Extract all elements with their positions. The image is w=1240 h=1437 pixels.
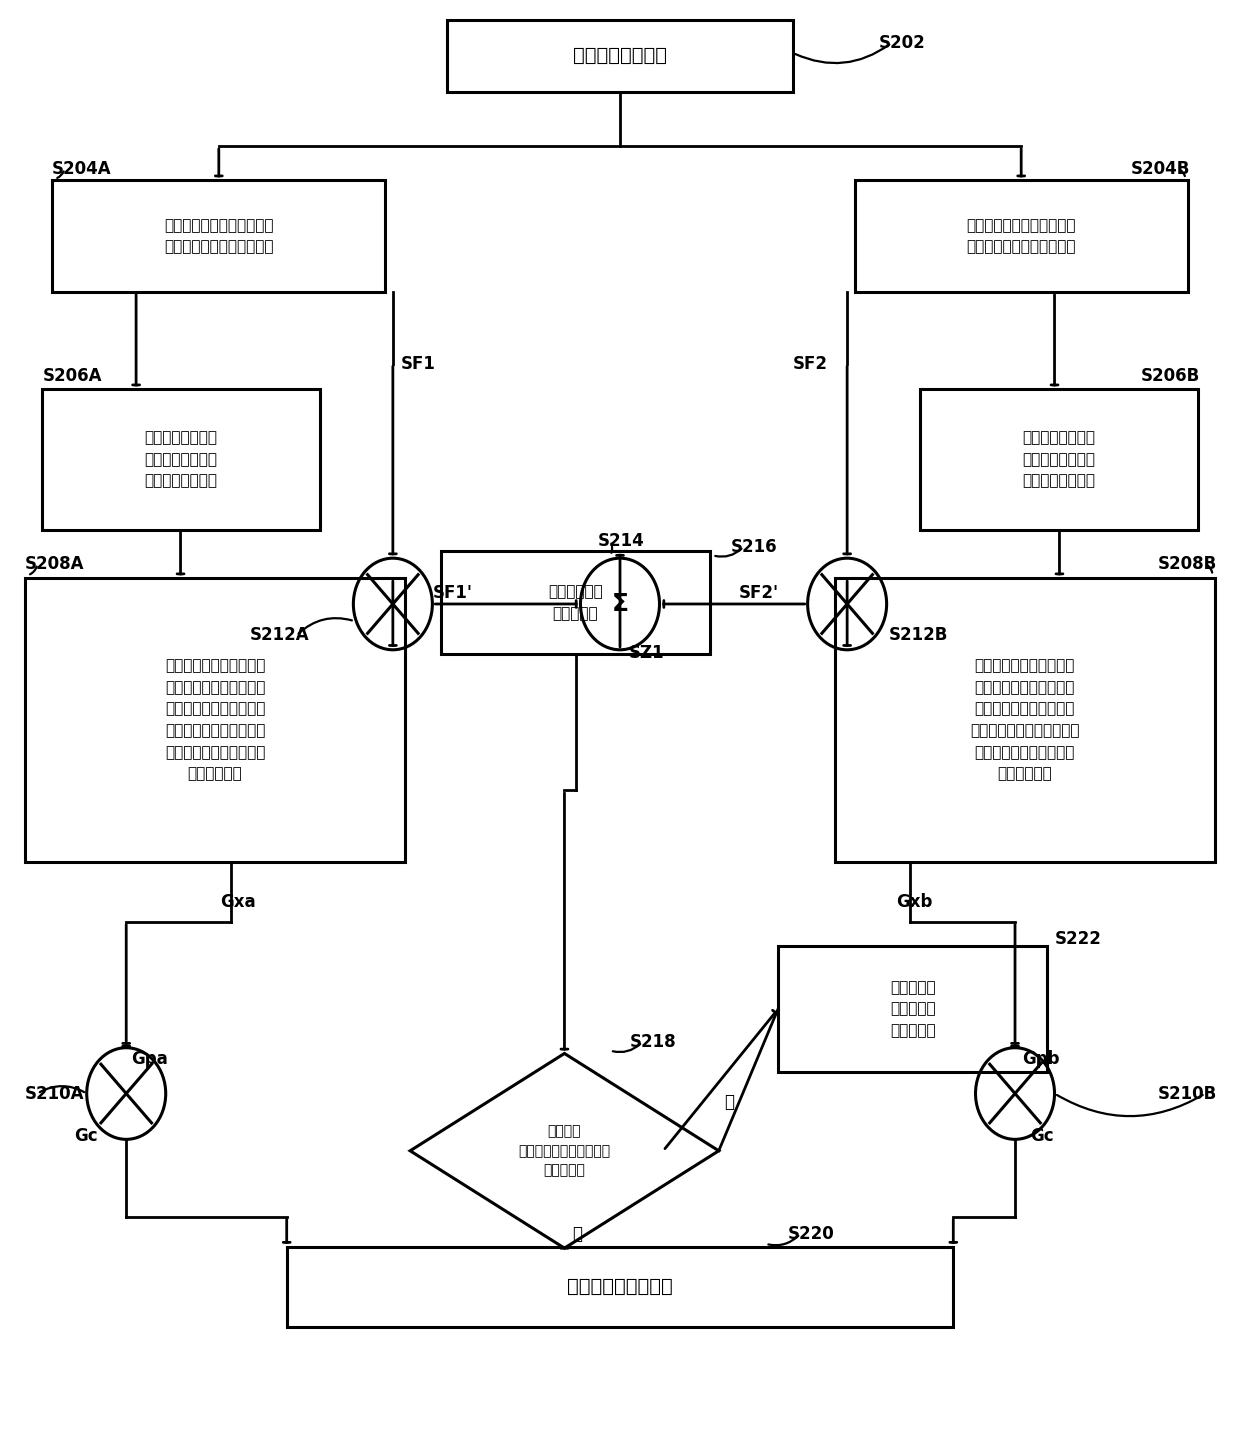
Text: 依据第一滤波响度与第一
频带对应的宽频动态范围
压缩曲线计算第一频带的
滤波响度增益，其中宽频
动态范围压缩曲线不具有
输出响度上限: 依据第一滤波响度与第一 频带对应的宽频动态范围 压缩曲线计算第一频带的 滤波响度… — [165, 658, 265, 782]
Text: Gpb: Gpb — [1023, 1050, 1060, 1068]
FancyBboxPatch shape — [42, 389, 320, 530]
Text: Gc: Gc — [74, 1128, 98, 1145]
Text: S210A: S210A — [25, 1085, 84, 1102]
Text: S204A: S204A — [52, 160, 112, 178]
Text: 检测加总滤波
信号的响度: 检测加总滤波 信号的响度 — [548, 585, 603, 621]
Text: Σ: Σ — [611, 592, 629, 616]
Text: S204B: S204B — [1131, 160, 1190, 178]
Text: S206A: S206A — [42, 368, 102, 385]
FancyBboxPatch shape — [835, 578, 1215, 862]
Text: Gc: Gc — [1030, 1128, 1054, 1145]
FancyBboxPatch shape — [52, 180, 386, 292]
Text: S210B: S210B — [1158, 1085, 1218, 1102]
Text: S218: S218 — [630, 1033, 677, 1050]
Text: S214: S214 — [598, 532, 645, 550]
Text: SZ1: SZ1 — [629, 644, 665, 661]
Text: SF1: SF1 — [401, 355, 435, 372]
Text: Gxa: Gxa — [219, 892, 255, 911]
FancyBboxPatch shape — [286, 1247, 954, 1326]
Text: Gpa: Gpa — [131, 1050, 167, 1068]
Text: S206B: S206B — [1141, 368, 1200, 385]
FancyBboxPatch shape — [441, 550, 711, 654]
FancyBboxPatch shape — [448, 20, 792, 92]
Text: 对输入语音信号进行滤波，
以产生第一频带的滤波信号: 对输入语音信号进行滤波， 以产生第一频带的滤波信号 — [164, 218, 274, 254]
Text: 否: 否 — [572, 1224, 582, 1243]
Text: 检测第一频带的滤
波信号的响度，以
获得第一滤波响度: 检测第一频带的滤 波信号的响度，以 获得第一滤波响度 — [145, 430, 218, 489]
Text: 降低增益下降调整值: 降低增益下降调整值 — [567, 1277, 673, 1296]
Text: SF1': SF1' — [433, 583, 472, 602]
Text: 对输入语音信号进行滤波，
以产生第二频带的滤波信号: 对输入语音信号进行滤波， 以产生第二频带的滤波信号 — [966, 218, 1076, 254]
FancyBboxPatch shape — [25, 578, 405, 862]
FancyBboxPatch shape — [920, 389, 1198, 530]
FancyBboxPatch shape — [777, 946, 1047, 1072]
Text: 接受输入语音信号: 接受输入语音信号 — [573, 46, 667, 65]
Text: 判断加总
滤波信号的响度是否小于
第一临限值: 判断加总 滤波信号的响度是否小于 第一临限值 — [518, 1124, 610, 1177]
Text: SF2': SF2' — [739, 583, 779, 602]
Text: S222: S222 — [1054, 930, 1101, 948]
Text: 依据第二滤波响度与第二
频带对应的宽频动态范围
压缩曲线计算第二频带的
滤波响度增益，其中各宽频
动态范围压缩曲线不具有
输出响度上限: 依据第二滤波响度与第二 频带对应的宽频动态范围 压缩曲线计算第二频带的 滤波响度… — [970, 658, 1080, 782]
Text: S212B: S212B — [889, 627, 949, 644]
Text: S220: S220 — [787, 1224, 835, 1243]
Text: S208B: S208B — [1158, 555, 1218, 573]
Text: S216: S216 — [732, 537, 777, 556]
Text: Gxb: Gxb — [897, 892, 932, 911]
Text: 将加总滤波
信号做为输
出语音信号: 将加总滤波 信号做为输 出语音信号 — [890, 980, 935, 1038]
Text: SF2: SF2 — [792, 355, 828, 372]
Text: 是: 是 — [724, 1094, 734, 1111]
Text: S202: S202 — [879, 34, 926, 52]
Text: S208A: S208A — [25, 555, 84, 573]
Text: S212A: S212A — [249, 627, 309, 644]
Text: 检测第二频带的滤
波信号的响度，以
获得第二滤波响度: 检测第二频带的滤 波信号的响度，以 获得第二滤波响度 — [1022, 430, 1095, 489]
FancyBboxPatch shape — [854, 180, 1188, 292]
